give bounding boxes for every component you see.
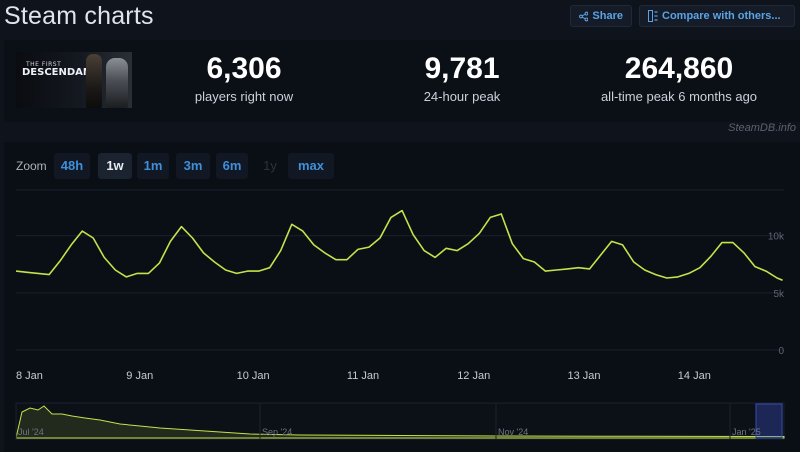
share-button[interactable]: Share bbox=[570, 5, 632, 27]
zoom-1y-button: 1y bbox=[263, 158, 277, 173]
navigator-tick-label: Jan '25 bbox=[732, 427, 761, 437]
players-now-value: 6,306 bbox=[206, 52, 282, 85]
stat-all-time-peak: 264,860 all-time peak 6 months ago bbox=[584, 52, 774, 104]
zoom-1m-button[interactable]: 1m bbox=[137, 153, 169, 179]
stats-panel: THE FIRST DESCENDANT 6,306 players right… bbox=[4, 40, 800, 122]
watermark: SteamDB.info bbox=[728, 122, 796, 134]
navigator-series bbox=[15, 405, 785, 439]
page-title: Steam charts bbox=[4, 2, 154, 30]
zoom-max-button[interactable]: max bbox=[288, 153, 334, 179]
navigator-chart[interactable]: Jul '24 Sep '24 Nov '24 Jan '25 bbox=[0, 400, 800, 445]
peak-all-label: all-time peak 6 months ago bbox=[600, 89, 758, 104]
navigator-tick-label: Sep '24 bbox=[262, 427, 292, 437]
share-label: Share bbox=[592, 10, 623, 22]
x-tick-label: 9 Jan bbox=[126, 370, 153, 382]
peak-24h-label: 24-hour peak bbox=[423, 89, 501, 104]
zoom-48h-button[interactable]: 48h bbox=[54, 153, 90, 179]
navigator-tick-label: Nov '24 bbox=[498, 427, 528, 437]
compare-icon bbox=[648, 10, 658, 22]
navigator-background bbox=[15, 402, 785, 440]
x-tick-label: 12 Jan bbox=[457, 370, 490, 382]
stat-players-now: 6,306 players right now bbox=[164, 52, 324, 104]
x-tick-label: 11 Jan bbox=[347, 370, 379, 382]
thumb-title: DESCENDANT bbox=[22, 67, 99, 78]
zoom-3m-button[interactable]: 3m bbox=[176, 153, 210, 179]
players-now-label: players right now bbox=[194, 89, 294, 104]
thumb-subtitle: THE FIRST bbox=[26, 61, 62, 68]
y-tick-label: 0 bbox=[778, 346, 784, 357]
zoom-6m-button[interactable]: 6m bbox=[216, 153, 248, 179]
x-tick-label: 8 Jan bbox=[16, 370, 43, 382]
thumb-figure-left bbox=[86, 54, 102, 108]
x-tick-label: 14 Jan bbox=[678, 370, 711, 382]
navigator-tick-label: Jul '24 bbox=[18, 427, 44, 437]
compare-label: Compare with others... bbox=[662, 10, 781, 22]
chart-panel bbox=[4, 142, 800, 452]
navigator-selection-handle[interactable] bbox=[755, 403, 783, 439]
compare-button[interactable]: Compare with others... bbox=[639, 5, 795, 27]
peak-24h-value: 9,781 bbox=[424, 52, 500, 85]
x-tick-label: 13 Jan bbox=[568, 370, 601, 382]
player-count-line[interactable] bbox=[15, 209, 783, 282]
player-count-chart[interactable]: 0 5k 10k 8 Jan 9 Jan 10 Jan 11 Jan 12 Jan 13 Jan… bbox=[0, 180, 800, 385]
y-tick-label: 10k bbox=[768, 232, 785, 243]
zoom-label: Zoom bbox=[16, 159, 47, 173]
peak-all-value: 264,860 bbox=[624, 52, 734, 85]
x-tick-label: 10 Jan bbox=[237, 370, 270, 382]
thumb-figure-right bbox=[106, 58, 128, 108]
game-thumbnail[interactable]: THE FIRST DESCENDANT bbox=[16, 52, 132, 108]
y-tick-label: 5k bbox=[773, 289, 785, 300]
zoom-1w-button[interactable]: 1w bbox=[98, 153, 132, 179]
stat-24h-peak: 9,781 24-hour peak bbox=[382, 52, 542, 104]
share-icon bbox=[579, 11, 589, 21]
